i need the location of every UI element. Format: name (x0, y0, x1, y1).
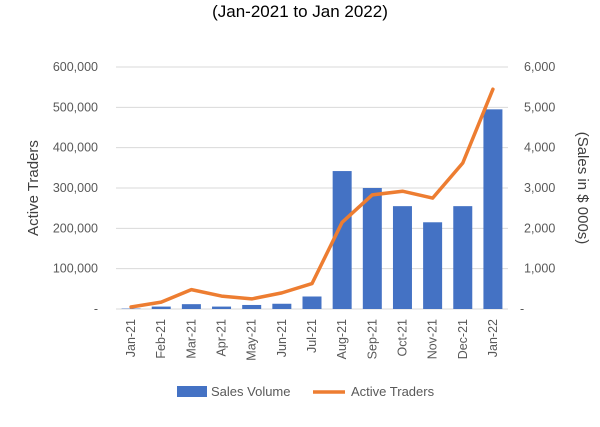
right-tick-label: 6,000 (524, 60, 555, 74)
left-tick-label: 600,000 (53, 60, 98, 74)
right-tick-label: 1,000 (524, 262, 555, 276)
left-tick-label: 300,000 (53, 181, 98, 195)
legend-label-active-traders: Active Traders (351, 384, 435, 399)
right-tick-label: 5,000 (524, 100, 555, 114)
x-axis-ticks: Jan-21 Feb-21 Mar-21 Apr-21 May-21 Jun-21 Jul-… (124, 319, 500, 361)
bar (392, 206, 412, 309)
legend-label-sales-volume: Sales Volume (211, 384, 291, 399)
bar (212, 306, 232, 309)
legend: Sales Volume Active Traders (177, 384, 435, 399)
bar (453, 206, 473, 309)
line-series (129, 87, 495, 309)
left-tick-label: - (94, 302, 98, 316)
x-tick-label: Oct-21 (395, 319, 409, 357)
left-axis-title: Active Traders (25, 140, 42, 236)
bar (181, 304, 201, 309)
right-tick-label: - (520, 302, 524, 316)
bar (302, 296, 322, 309)
right-tick-label: 2,000 (524, 221, 555, 235)
right-axis-ticks: - 1,000 2,000 3,000 4,000 5,000 6,000 (520, 60, 555, 316)
legend-swatch-sales-volume (177, 386, 207, 397)
active-traders-line (129, 87, 495, 309)
right-tick-label: 3,000 (524, 181, 555, 195)
left-tick-label: 400,000 (53, 141, 98, 155)
left-tick-label: 500,000 (53, 100, 98, 114)
x-tick-label: Jan-21 (124, 319, 138, 357)
chart-title: (Jan-2021 to Jan 2022) (212, 2, 388, 21)
left-axis-ticks: - 100,000 200,000 300,000 400,000 500,000 600,… (53, 60, 98, 316)
left-tick-label: 200,000 (53, 221, 98, 235)
gridlines (116, 66, 508, 310)
x-tick-label: Sep-21 (365, 319, 379, 359)
bar (362, 188, 382, 309)
right-tick-label: 4,000 (524, 141, 555, 155)
x-tick-label: May-21 (245, 319, 259, 361)
bar (272, 303, 292, 309)
bar-series (121, 109, 503, 309)
bar (151, 306, 171, 309)
x-tick-label: Dec-21 (456, 319, 470, 359)
x-tick-label: Mar-21 (184, 319, 198, 359)
x-tick-label: Aug-21 (335, 319, 349, 359)
right-axis-title: (Sales in $ 000s) (574, 132, 591, 245)
x-tick-label: Nov-21 (426, 319, 440, 359)
x-tick-label: Jan-22 (486, 319, 500, 357)
x-tick-label: Apr-21 (215, 319, 229, 357)
x-tick-label: Jun-21 (275, 319, 289, 357)
x-tick-label: Jul-21 (305, 319, 319, 353)
x-tick-label: Feb-21 (154, 319, 168, 359)
bar (423, 222, 443, 309)
bar (242, 304, 262, 309)
bar (332, 171, 352, 309)
left-tick-label: 100,000 (53, 262, 98, 276)
bar (483, 109, 503, 309)
